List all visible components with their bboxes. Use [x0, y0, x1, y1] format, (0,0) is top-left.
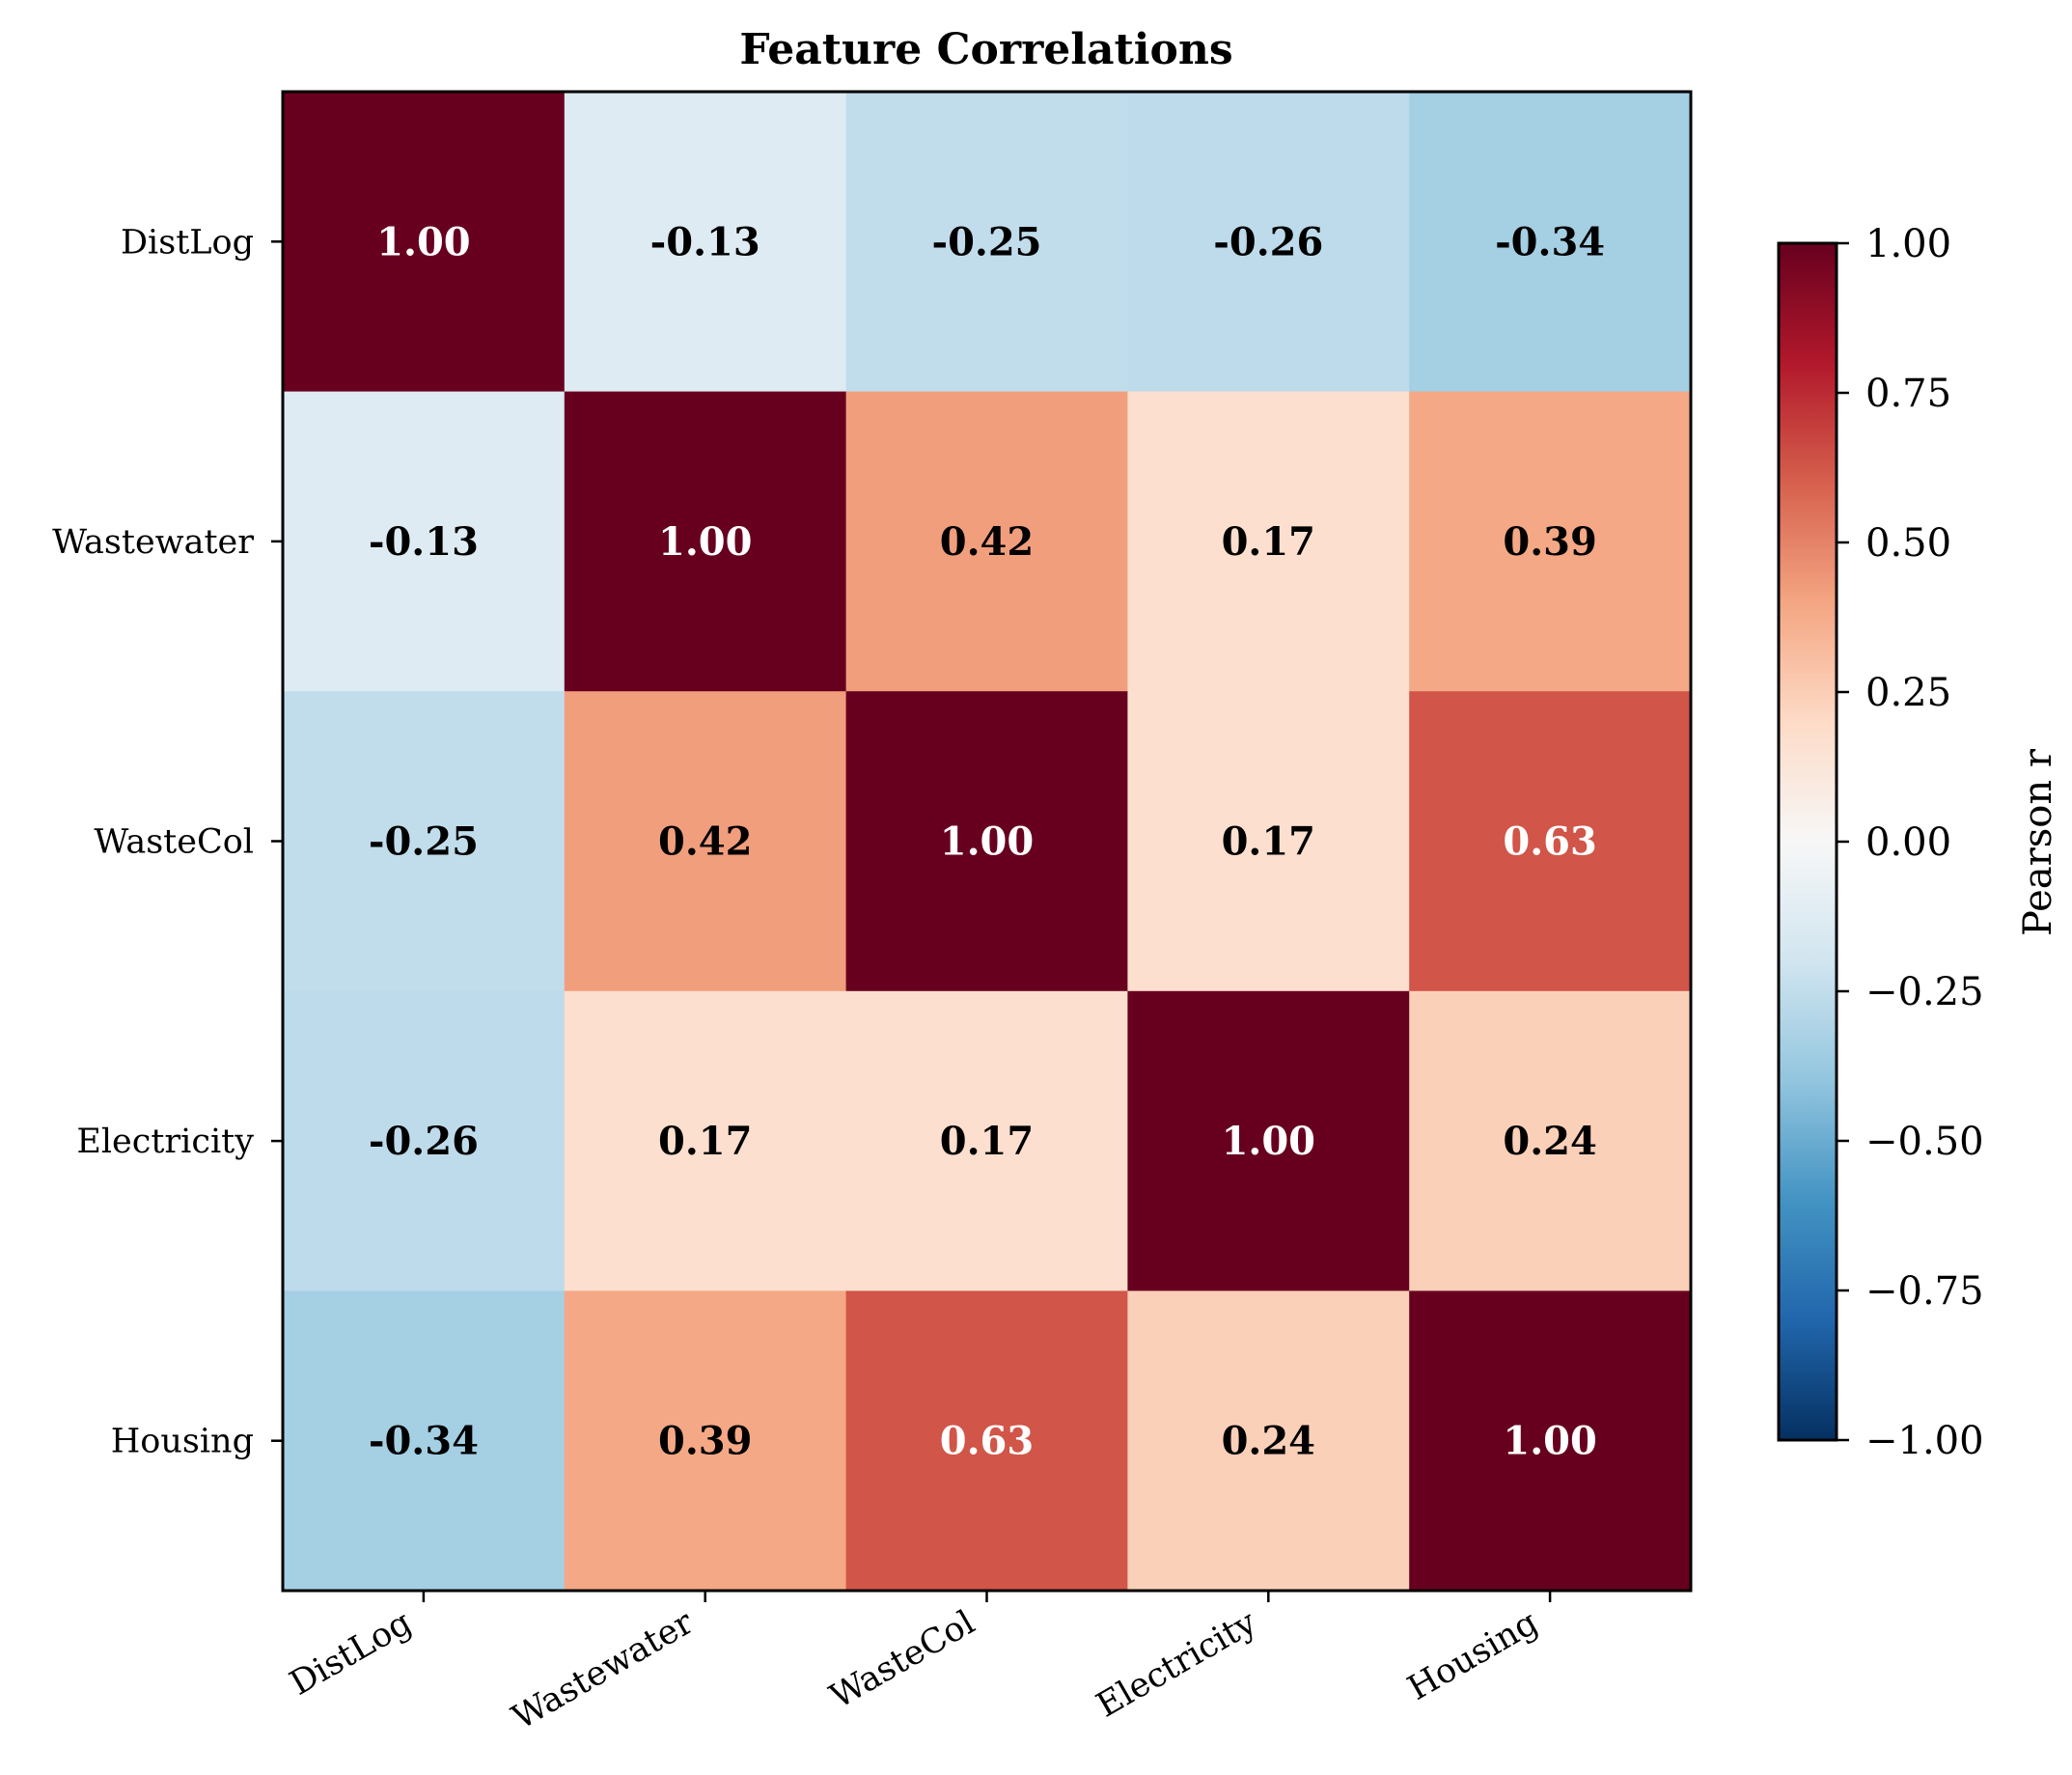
cell-value-label: 0.39: [1503, 519, 1596, 565]
cell-value-label: -0.34: [1495, 219, 1605, 264]
heatmap-cell: [564, 391, 847, 692]
cell-value-label: 0.17: [1222, 519, 1315, 565]
heatmap-cell: [1409, 691, 1692, 992]
heatmap-cell: [564, 92, 847, 393]
colorbar: 1.00 0.75 0.50 0.25 0.00 −0.25 −0.50 −0.75 −1.00: [1777, 222, 1984, 1463]
colorbar-tick-label: −0.50: [1865, 1120, 1984, 1164]
colorbar-tick-label: 0.75: [1865, 372, 1951, 416]
heatmap-cell: [283, 1290, 566, 1592]
cell-value-label: -0.13: [650, 219, 760, 264]
heatmap-cell: [845, 1290, 1128, 1592]
cell-value-label: -0.34: [369, 1419, 479, 1464]
heatmap-cell: [1127, 92, 1410, 393]
cell-value-label: 1.00: [1222, 1119, 1315, 1164]
y-tick-label: WasteCol: [94, 823, 254, 862]
y-tick-label: Housing: [111, 1423, 254, 1461]
x-tick-label: Housing: [1401, 1603, 1544, 1708]
colorbar-gradient: [1777, 241, 1838, 1442]
heatmap-cell: [845, 691, 1128, 992]
heatmap-cell: [283, 391, 566, 692]
heatmap-cell: [1127, 691, 1410, 992]
cell-value-label: 0.42: [940, 519, 1034, 565]
heatmap-cell: [1409, 990, 1692, 1291]
cell-value-label: 1.00: [658, 519, 752, 565]
x-tick-label: Wastewater: [506, 1603, 700, 1737]
colorbar-tick-label: 0.50: [1865, 521, 1951, 566]
heatmap-cell: [283, 990, 566, 1291]
cell-value-label: 0.39: [658, 1419, 752, 1464]
x-tick-label: DistLog: [284, 1603, 419, 1704]
heatmap-cell: [564, 990, 847, 1291]
y-tick-label: Electricity: [76, 1123, 254, 1161]
cell-value-label: 0.24: [1503, 1119, 1596, 1164]
heatmap-cell: [283, 691, 566, 992]
cell-value-label: -0.26: [1213, 219, 1323, 264]
cell-value-label: 1.00: [1503, 1419, 1596, 1464]
cell-value-label: -0.26: [369, 1119, 479, 1164]
heatmap-cell: [564, 691, 847, 992]
heatmap-cell: [1127, 391, 1410, 692]
cell-value-label: 0.63: [1503, 819, 1596, 865]
y-tick-label: Wastewater: [52, 523, 254, 562]
colorbar-label: Pearson r: [2016, 748, 2060, 936]
heatmap-cell: [283, 92, 566, 393]
cell-value-label: 0.42: [658, 819, 752, 865]
colorbar-tick-label: −0.25: [1865, 970, 1984, 1014]
chart-title: Feature Correlations: [739, 25, 1232, 74]
heatmap-cell: [564, 1290, 847, 1592]
cell-value-label: 0.17: [940, 1119, 1034, 1164]
heatmap-cell: [1409, 1290, 1692, 1592]
cell-value-label: 0.17: [658, 1119, 752, 1164]
cell-value-label: 1.00: [940, 819, 1034, 865]
cell-value-label: -0.25: [931, 219, 1041, 264]
heatmap-cell: [1127, 990, 1410, 1291]
cell-value-label: 0.63: [940, 1419, 1034, 1464]
cell-value-label: 0.24: [1222, 1419, 1315, 1464]
cell-value-label: -0.25: [369, 819, 479, 865]
heatmap-cell: [1409, 92, 1692, 393]
heatmap-cell: [1127, 1290, 1410, 1592]
heatmap-cell: [845, 990, 1128, 1291]
colorbar-tick-label: 1.00: [1865, 222, 1951, 266]
colorbar-tick-label: 0.25: [1865, 671, 1951, 715]
cell-value-label: -0.13: [369, 519, 479, 565]
heatmap-cell: [1409, 391, 1692, 692]
heatmap-cell: [845, 391, 1128, 692]
x-tick-label: WasteCol: [824, 1603, 981, 1716]
heatmap-cells: 1.00 -0.13 -0.25 -0.26 -0.34 -0.13 1.00 0.42 0.1…: [283, 92, 1692, 1592]
cell-value-label: 1.00: [376, 219, 470, 264]
colorbar-tick-label: −0.75: [1865, 1269, 1984, 1314]
x-tick-label: Electricity: [1091, 1603, 1263, 1726]
cell-value-label: 0.17: [1222, 819, 1315, 865]
colorbar-tick-label: −1.00: [1865, 1419, 1984, 1463]
y-tick-label: DistLog: [121, 223, 254, 262]
heatmap-cell: [845, 92, 1128, 393]
colorbar-tick-label: 0.00: [1865, 820, 1951, 865]
